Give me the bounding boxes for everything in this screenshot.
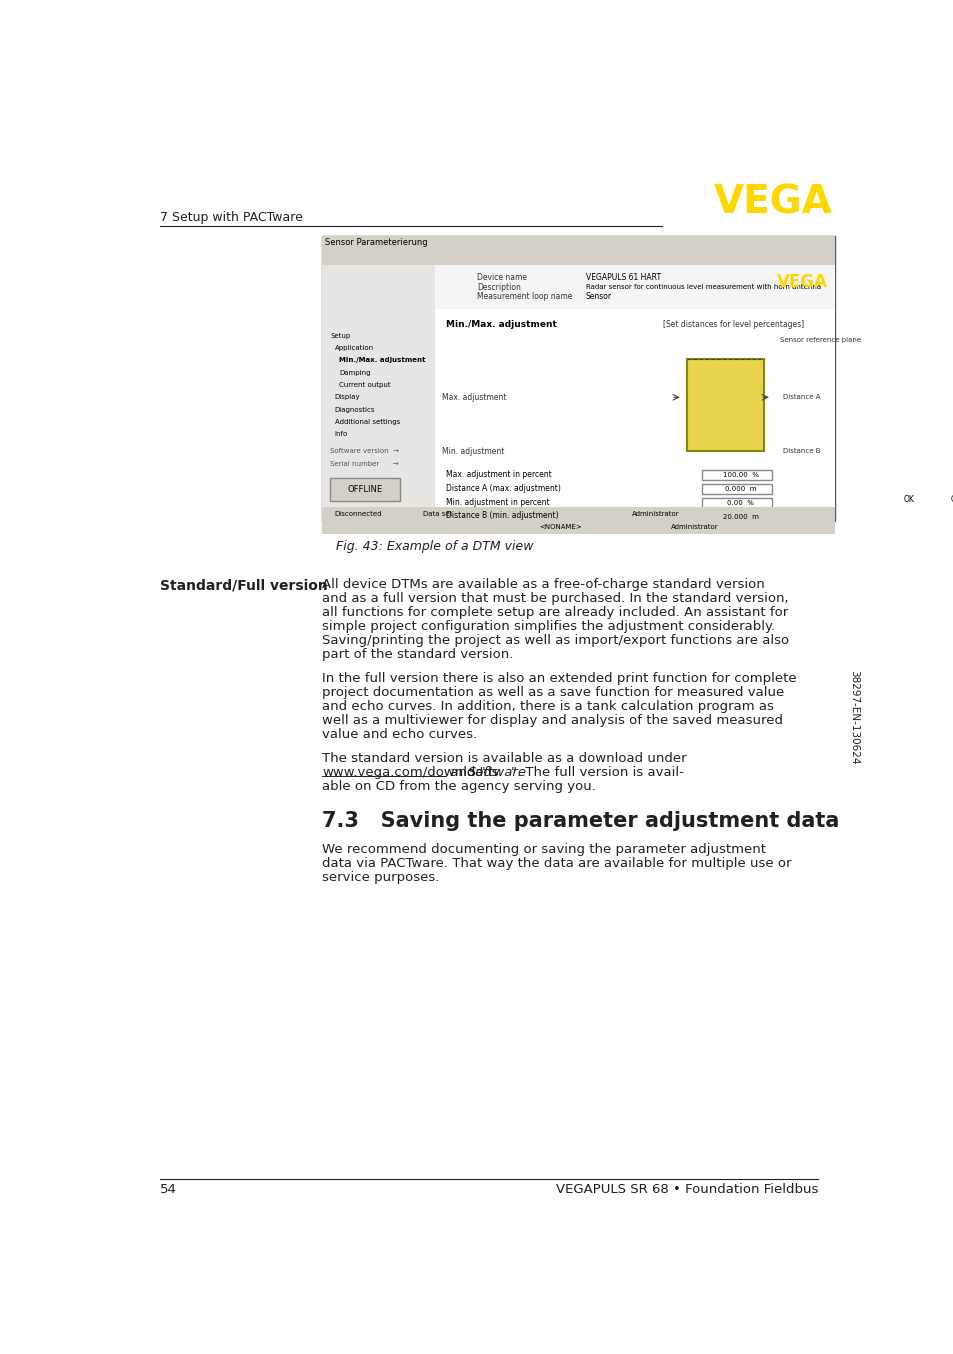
Text: data via PACTware. That way the data are available for multiple use or: data via PACTware. That way the data are… (322, 857, 791, 871)
Text: VEGAPULS 61 HART: VEGAPULS 61 HART (585, 274, 660, 283)
Text: 0.00  %: 0.00 % (726, 500, 754, 506)
Text: The standard version is available as a download under: The standard version is available as a d… (322, 753, 686, 765)
Text: Administrator: Administrator (632, 512, 679, 517)
Text: In the full version there is also an extended print function for complete: In the full version there is also an ext… (322, 672, 796, 685)
Text: Additional settings: Additional settings (335, 418, 399, 425)
Text: 7.3   Saving the parameter adjustment data: 7.3 Saving the parameter adjustment data (322, 811, 839, 831)
Text: Display: Display (335, 394, 360, 401)
Text: VEGAPULS SR 68 • Foundation Fieldbus: VEGAPULS SR 68 • Foundation Fieldbus (556, 1183, 818, 1196)
Text: Disconnected: Disconnected (334, 512, 381, 517)
Text: part of the standard version.: part of the standard version. (322, 647, 513, 661)
Text: Min. adjustment: Min. adjustment (442, 447, 504, 456)
Bar (322, 249, 835, 265)
Text: simple project configuration simplifies the adjustment considerably.: simple project configuration simplifies … (322, 620, 775, 632)
Bar (701, 470, 771, 481)
Text: Measurement loop name: Measurement loop name (476, 292, 572, 301)
Text: Max. adjustment: Max. adjustment (442, 393, 506, 402)
Text: able on CD from the agency serving you.: able on CD from the agency serving you. (322, 780, 596, 793)
Text: Distance A (max. adjustment): Distance A (max. adjustment) (446, 483, 560, 493)
Text: Software version  →: Software version → (330, 448, 398, 454)
Text: 100.00  %: 100.00 % (722, 473, 758, 478)
Bar (435, 249, 835, 520)
Text: Application: Application (335, 345, 374, 351)
Text: [Set distances for level percentages]: [Set distances for level percentages] (662, 320, 803, 329)
Text: 0.000  m: 0.000 m (724, 486, 756, 492)
Text: service purposes.: service purposes. (322, 871, 439, 884)
Text: and echo curves. In addition, there is a tank calculation program as: and echo curves. In addition, there is a… (322, 700, 774, 714)
Bar (701, 485, 771, 494)
Text: Data set: Data set (422, 512, 452, 517)
Text: 38297-EN-130624: 38297-EN-130624 (848, 670, 858, 764)
Text: Min./Max. adjustment: Min./Max. adjustment (339, 357, 425, 363)
Text: 54: 54 (159, 1183, 176, 1196)
Text: and as a full version that must be purchased. In the standard version,: and as a full version that must be purch… (322, 592, 788, 605)
Text: Administrator: Administrator (670, 524, 718, 529)
Text: Setup: Setup (330, 333, 350, 338)
Bar (322, 508, 835, 520)
Text: Distance A: Distance A (782, 394, 821, 401)
Text: OFFLINE: OFFLINE (347, 485, 382, 494)
Bar (322, 236, 835, 249)
Bar (942, 482, 953, 494)
Text: Info: Info (335, 432, 348, 437)
Text: Standard/Full version: Standard/Full version (159, 578, 327, 592)
Text: Diagnostics: Diagnostics (335, 406, 375, 413)
Text: Saving/printing the project as well as import/export functions are also: Saving/printing the project as well as i… (322, 634, 788, 647)
Bar (686, 359, 763, 451)
Text: value and echo curves.: value and echo curves. (322, 727, 476, 741)
Bar (322, 236, 835, 520)
Text: VEGA: VEGA (713, 184, 831, 222)
Text: Software: Software (468, 766, 526, 779)
Text: Device name: Device name (476, 274, 527, 283)
Text: Current output: Current output (339, 382, 391, 389)
Text: Serial number      →: Serial number → (330, 460, 398, 467)
Text: all functions for complete setup are already included. An assistant for: all functions for complete setup are alr… (322, 607, 788, 619)
Text: well as a multiviewer for display and analysis of the saved measured: well as a multiviewer for display and an… (322, 714, 782, 727)
Text: Sensor Parameterierung: Sensor Parameterierung (325, 238, 428, 246)
Text: VEGA: VEGA (776, 272, 827, 291)
Text: project documentation as well as a save function for measured value: project documentation as well as a save … (322, 686, 783, 699)
Text: Min. adjustment in percent: Min. adjustment in percent (446, 497, 549, 506)
Text: Description: Description (476, 283, 520, 291)
Text: <NONAME>: <NONAME> (538, 524, 581, 529)
Text: Sensor: Sensor (585, 292, 611, 301)
Text: 7 Setup with PACTware: 7 Setup with PACTware (159, 211, 302, 225)
Text: www.vega.com/downloads: www.vega.com/downloads (322, 766, 498, 779)
Bar (322, 249, 435, 520)
Text: 20.000  m: 20.000 m (722, 513, 758, 520)
Bar (701, 512, 771, 523)
Text: We recommend documenting or saving the parameter adjustment: We recommend documenting or saving the p… (322, 844, 765, 856)
Bar (435, 265, 835, 309)
Text: Fig. 43: Example of a DTM view: Fig. 43: Example of a DTM view (335, 540, 533, 552)
Text: Distance B: Distance B (782, 448, 821, 454)
Bar (701, 498, 771, 508)
Text: Sensor reference plane: Sensor reference plane (779, 337, 860, 343)
Bar (887, 482, 930, 494)
Text: Cancel: Cancel (949, 496, 953, 504)
Bar (322, 520, 835, 533)
Text: Min./Max. adjustment: Min./Max. adjustment (446, 320, 557, 329)
Text: ". The full version is avail-: ". The full version is avail- (510, 766, 682, 779)
Text: Max. adjustment in percent: Max. adjustment in percent (446, 470, 552, 479)
Text: All device DTMs are available as a free-of-charge standard version: All device DTMs are available as a free-… (322, 578, 764, 592)
Text: Distance B (min. adjustment): Distance B (min. adjustment) (446, 512, 558, 520)
Bar (330, 478, 399, 501)
Text: Radar sensor for continuous level measurement with horn antenna: Radar sensor for continuous level measur… (585, 284, 821, 290)
Text: and ": and " (446, 766, 485, 779)
Text: OK: OK (902, 496, 914, 504)
Text: Damping: Damping (339, 370, 371, 375)
